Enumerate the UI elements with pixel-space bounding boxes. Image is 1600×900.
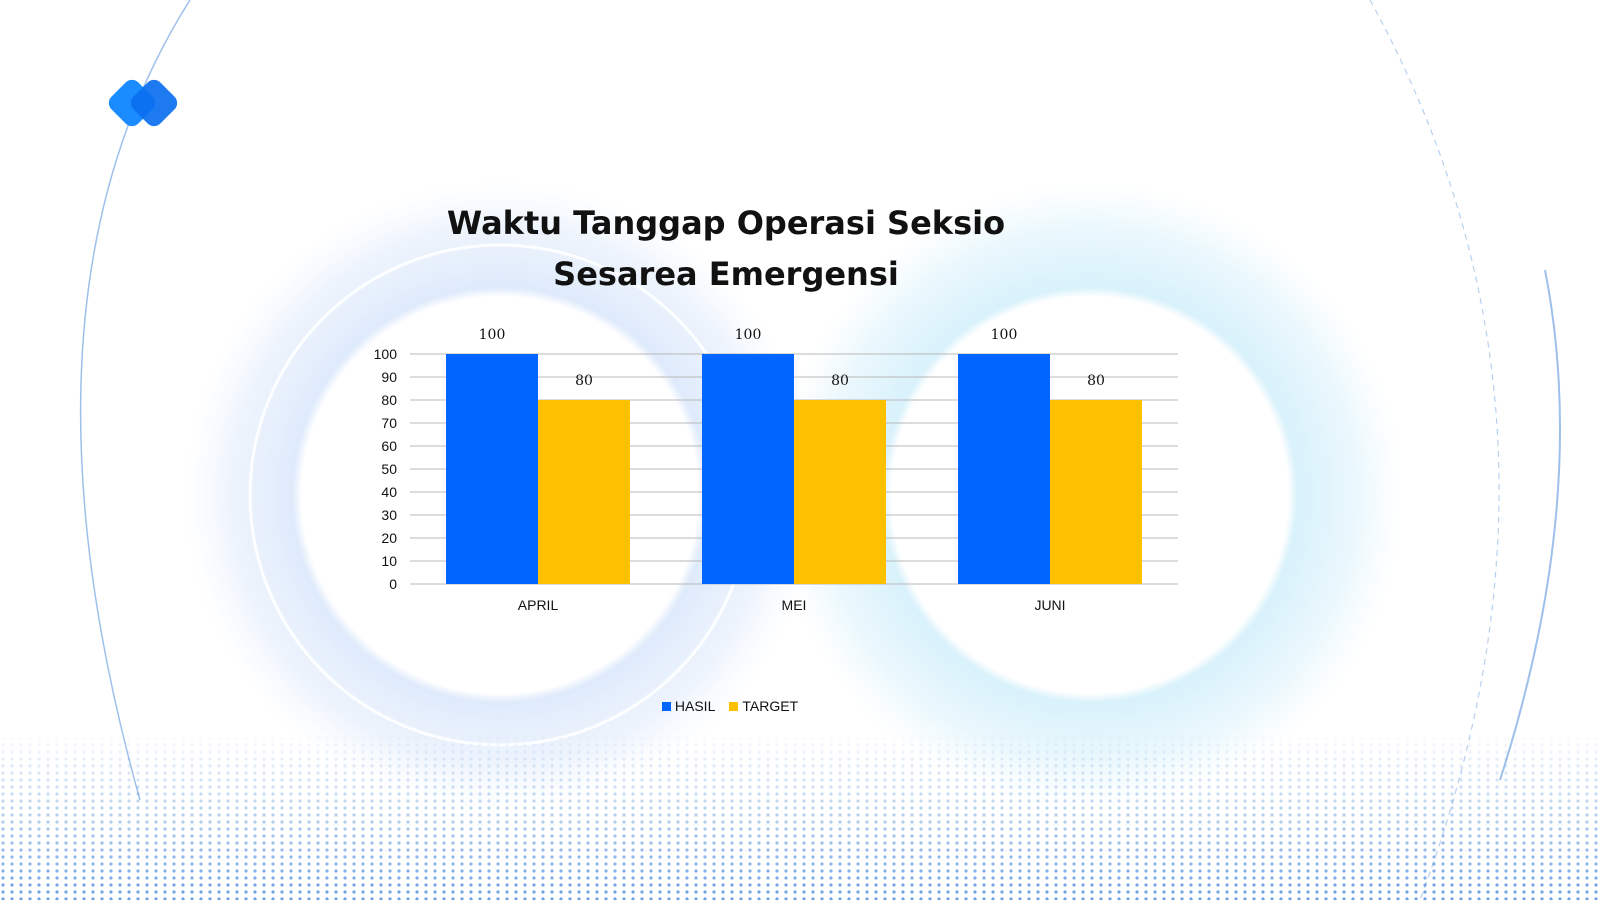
dot-wave-decoration — [0, 730, 1600, 900]
right-arc-line — [1499, 269, 1561, 781]
y-tick-label: 10 — [381, 553, 397, 569]
bar-target-mei — [794, 400, 886, 584]
data-label: 100 — [479, 327, 506, 343]
bar-target-juni — [1050, 400, 1142, 584]
y-tick-label: 50 — [381, 461, 397, 477]
y-tick-label: 20 — [381, 530, 397, 546]
double-diamond-logo-icon — [108, 79, 178, 127]
data-label: 80 — [831, 373, 849, 389]
data-label: 100 — [991, 327, 1018, 343]
labels: 0 10 20 30 40 50 60 70 80 90 100 100 80 APRIL 100 80 MEI… — [374, 327, 1105, 613]
data-label: 80 — [1087, 373, 1105, 389]
legend-swatch-target — [729, 701, 739, 711]
bars — [446, 354, 1142, 584]
bar-hasil-juni — [958, 354, 1050, 584]
legend-item-hasil: HASIL — [661, 698, 716, 714]
legend-label-target: TARGET — [742, 698, 799, 714]
legend-swatch-hasil — [661, 701, 671, 711]
legend-item-target: TARGET — [729, 698, 798, 714]
y-tick-label: 70 — [381, 415, 397, 431]
chart-title: Waktu Tanggap Operasi Seksio Sesarea Eme… — [446, 204, 1006, 293]
x-category-label: APRIL — [518, 597, 559, 613]
y-tick-label: 100 — [374, 346, 398, 362]
data-label: 80 — [575, 373, 593, 389]
y-tick-label: 90 — [381, 369, 397, 385]
y-tick-label: 40 — [381, 484, 397, 500]
legend-label-hasil: HASIL — [674, 698, 716, 714]
data-label: 100 — [735, 327, 762, 343]
x-category-label: JUNI — [1034, 597, 1065, 613]
bar-hasil-mei — [702, 354, 794, 584]
y-tick-label: 30 — [381, 507, 397, 523]
x-category-label: MEI — [782, 597, 807, 613]
y-tick-label: 80 — [381, 392, 397, 408]
bar-hasil-april — [446, 354, 538, 584]
y-tick-label: 0 — [389, 576, 397, 592]
y-tick-label: 60 — [381, 438, 397, 454]
bar-target-april — [538, 400, 630, 584]
chart-legend: HASIL TARGET — [0, 698, 1460, 714]
